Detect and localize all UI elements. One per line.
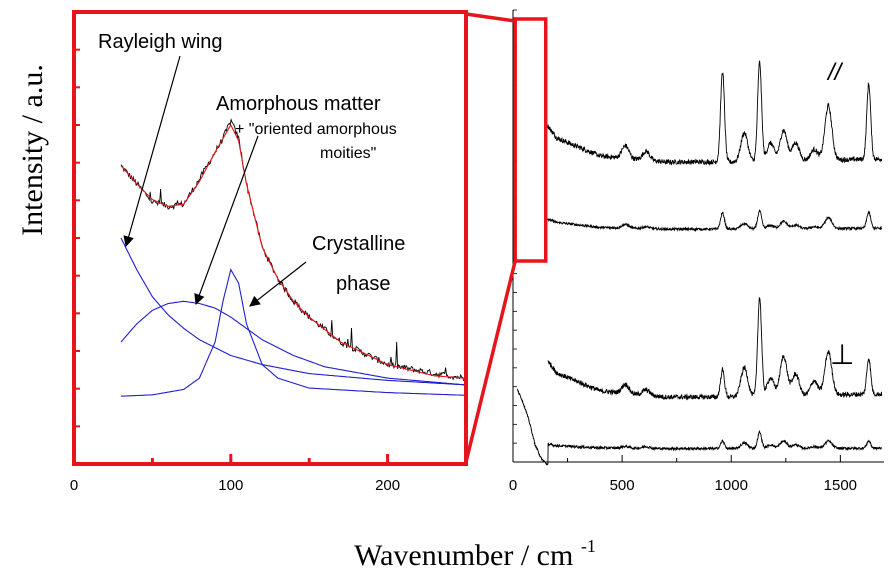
annotation-moities: moities"	[320, 145, 376, 162]
annotation-crystalline: Crystalline	[312, 233, 405, 255]
arrow-crystalline	[249, 261, 307, 307]
x-axis-title: Wavenumber / cm -1	[354, 536, 596, 572]
spectra-x-tick-label: 1000	[715, 477, 748, 494]
y-axis-title: Intensity / a.u.	[16, 64, 49, 236]
spectrum-trace-1	[547, 209, 883, 232]
inset-series-measured	[120, 118, 466, 382]
inset-series-amorphous	[120, 300, 467, 386]
zoom-connector-bottom	[464, 260, 517, 463]
zoom-box	[513, 17, 548, 263]
annotation-phase: phase	[336, 273, 391, 295]
inset-series-fit-sum	[120, 123, 467, 379]
spectrum-trace-2	[547, 297, 883, 401]
annotation-amorphous-matter: Amorphous matter	[216, 93, 381, 115]
inset-x-tick-label: 100	[218, 477, 243, 494]
inset-series-crystalline	[120, 268, 467, 397]
spectra-x-tick-label: 1500	[824, 477, 857, 494]
spectrum-trace-3	[516, 387, 883, 466]
spectra-x-tick-label: 500	[610, 477, 635, 494]
label-perpendicular: ⊥	[830, 339, 854, 370]
spectrum-trace-0	[547, 60, 883, 166]
inset-x-tick-label: 200	[375, 477, 400, 494]
arrow-amorphous	[194, 135, 259, 306]
annotation-oriented-amorphous: + "oriented amorphous	[235, 121, 397, 138]
label-parallel: //	[826, 59, 844, 86]
zoom-connectors	[464, 12, 548, 463]
annotation-rayleigh-wing: Rayleigh wing	[98, 31, 223, 53]
spectra-x-tick-label: 0	[509, 477, 517, 494]
inset-series-rayleigh-wing	[120, 237, 467, 386]
inset-x-tick-label: 0	[70, 477, 78, 494]
zoom-connector-top	[465, 12, 516, 23]
inset-panel: 0 100 200	[70, 10, 468, 494]
arrow-rayleigh-wing	[123, 55, 181, 248]
x-axis-title-superscript: -1	[581, 536, 596, 556]
spectra-panel: 0 500 1000 1500	[509, 9, 884, 494]
x-axis-title-main: Wavenumber / cm	[354, 539, 573, 572]
